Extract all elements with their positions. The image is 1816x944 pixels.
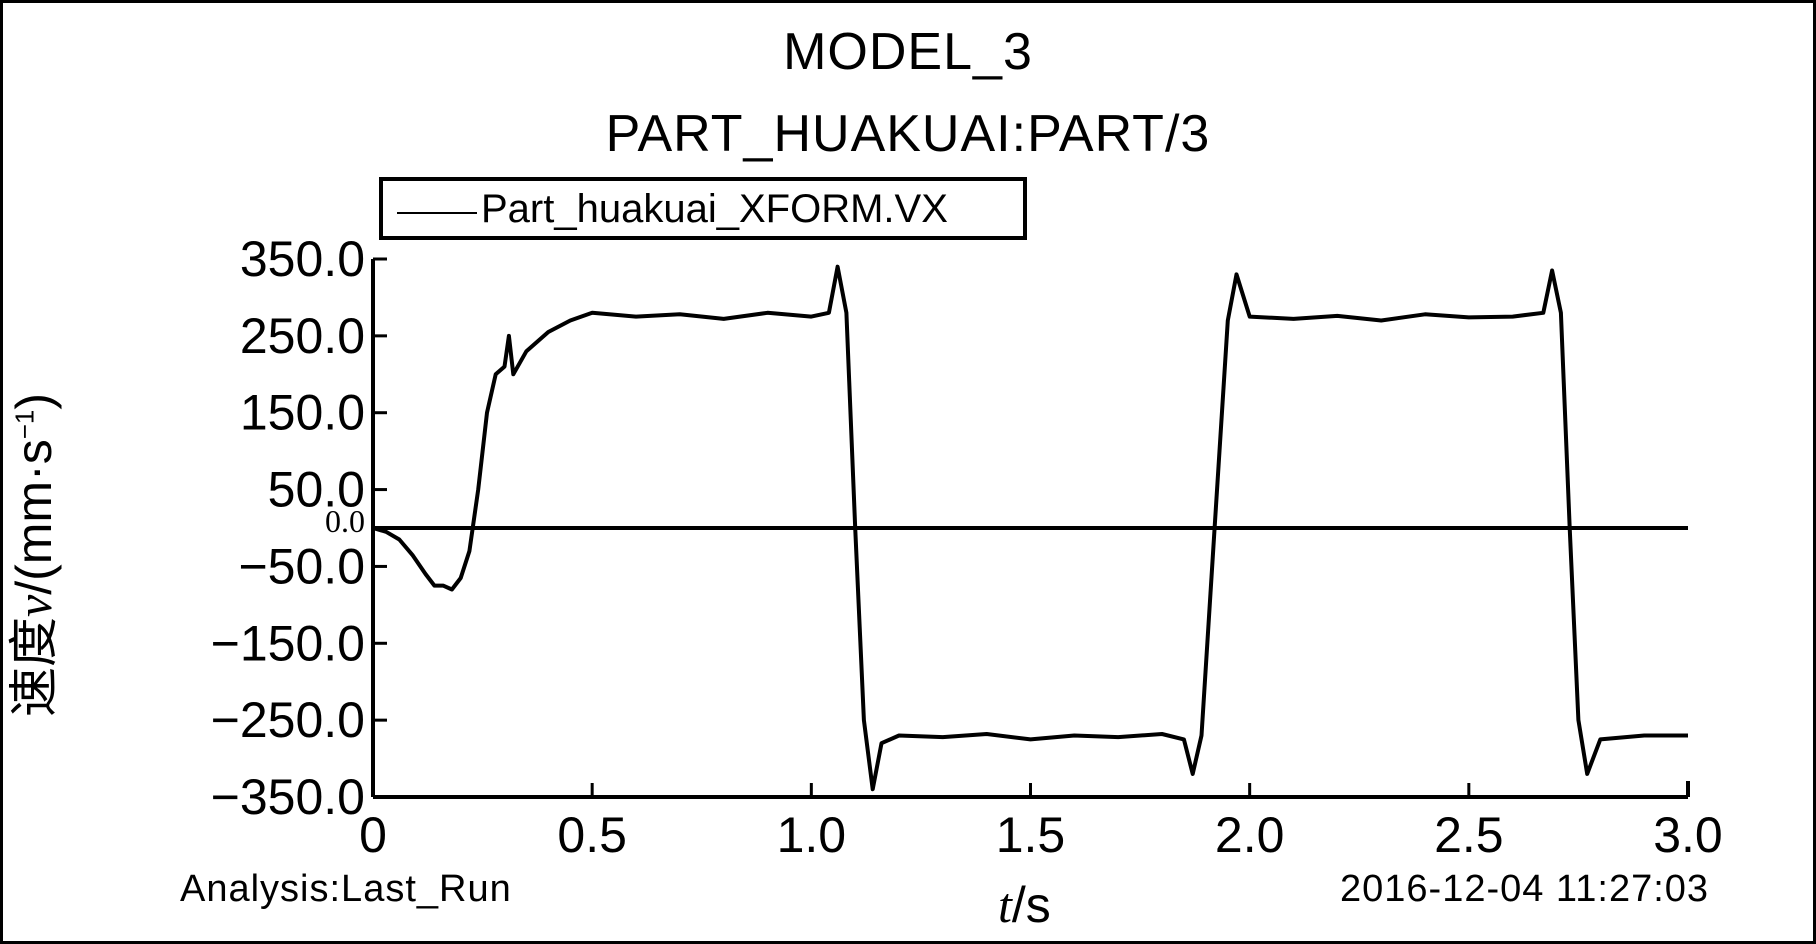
x-tick-label: 2.0 (1215, 807, 1285, 863)
timestamp-label: 2016-12-04 11:27:03 (1340, 868, 1710, 910)
x-tick-label: 1.5 (996, 807, 1066, 863)
x-axis-label-unit: /s (1011, 877, 1051, 933)
x-tick-label: 0.5 (557, 807, 627, 863)
x-axis-label-variable: t (998, 877, 1012, 933)
y-tick-label: 0.0 (325, 503, 365, 539)
chart-title: MODEL_3 (783, 23, 1033, 81)
legend-line-swatch (397, 212, 477, 214)
analysis-label: Analysis:Last_Run (180, 868, 512, 910)
x-tick-label: 3.0 (1653, 807, 1723, 863)
y-tick-label: 150.0 (240, 385, 365, 441)
y-tick-label: −250.0 (211, 692, 365, 748)
y-axis-label-chinese: 速度 (5, 617, 63, 718)
plot-axes (371, 259, 1690, 799)
legend: Part_huakuai_XFORM.VX (379, 177, 1027, 240)
y-tick-label: 50.0 (268, 462, 365, 518)
x-tick-label: 2.5 (1434, 807, 1504, 863)
y-tick-label: −50.0 (238, 538, 365, 594)
y-axis-label-unit-sup: −1 (9, 409, 40, 440)
y-axis-label: 速度v/(mm·s−1) (0, 393, 66, 717)
y-axis-label-unit-close: ) (6, 392, 62, 410)
y-axis-label-unit: /(mm·s (6, 439, 62, 595)
y-tick-label: 350.0 (240, 231, 365, 287)
x-tick-label: 0 (359, 807, 387, 863)
series-line-part-huakuai-xform-vx (372, 264, 1688, 792)
legend-entry: Part_huakuai_XFORM.VX (481, 187, 948, 231)
chart-subtitle: PART_HUAKUAI:PART/3 (605, 105, 1211, 163)
x-axis-ticks: 0 0.5 1.0 1.5 2.0 2.5 3.0 (359, 783, 1723, 863)
y-axis-ticks: 350.0 250.0 150.0 50.00.0−50.0 −150.0 −250.0 −… (211, 231, 387, 825)
x-tick-label: 1.0 (777, 807, 847, 863)
x-axis-label: t/s (998, 876, 1051, 934)
y-tick-label: 250.0 (240, 308, 365, 364)
y-tick-label: −350.0 (211, 769, 365, 825)
y-axis-label-variable: v (6, 594, 62, 618)
y-tick-label: −150.0 (211, 615, 365, 671)
